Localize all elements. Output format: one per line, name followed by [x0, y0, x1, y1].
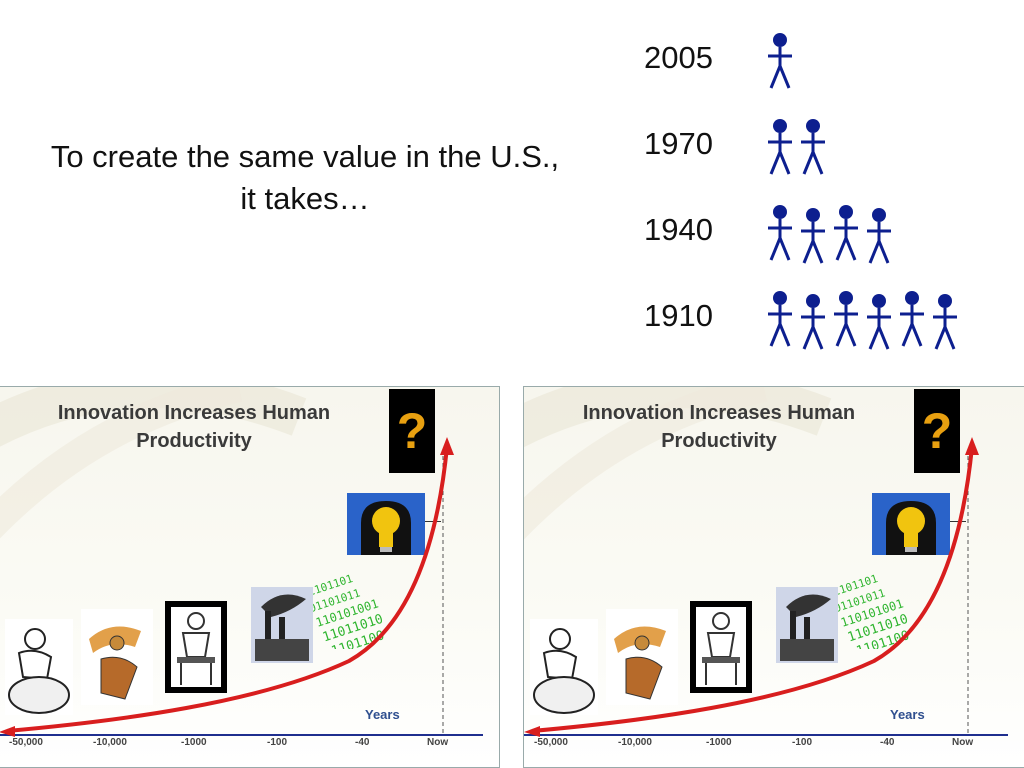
person-icon	[801, 119, 825, 175]
person-icon	[900, 291, 924, 347]
growth-chart	[524, 437, 1008, 737]
people-figures	[766, 204, 1024, 264]
person-icon	[768, 33, 792, 89]
binary-code-icon: 1101101 01101011 110101001 11011010 1101…	[311, 572, 386, 649]
tick-label: -1000	[181, 737, 207, 748]
intro-line-2: it takes…	[240, 181, 370, 216]
caveman-icon	[530, 619, 598, 715]
person-icon	[768, 205, 792, 261]
caveman-icon	[5, 619, 73, 715]
person-icon	[834, 291, 858, 347]
intro-line-1: To create the same value in the U.S.,	[50, 139, 560, 174]
farmer-icon	[81, 609, 153, 705]
growth-chart	[0, 437, 483, 737]
panel-title: Innovation Increases Human Productivity	[534, 399, 904, 455]
question-box: ?	[389, 389, 435, 473]
question-mark: ?	[396, 403, 428, 459]
tick-label: -100	[267, 737, 288, 748]
panel-title-line-2: Productivity	[661, 430, 777, 452]
year-label: 2005	[644, 40, 713, 75]
panel-title-line-1: Innovation Increases Human	[57, 402, 331, 424]
lightbulb-icon	[347, 493, 425, 555]
tick-label: -40	[880, 737, 895, 748]
people-figures	[766, 118, 1024, 178]
productivity-panel-left: Innovation Increases Human Productivity …	[0, 386, 500, 768]
scholar-icon	[690, 601, 752, 693]
panel-background	[0, 387, 307, 539]
farmer-icon	[606, 609, 678, 705]
people-figures	[766, 290, 1024, 350]
panel-title-line-1: Innovation Increases Human	[582, 402, 856, 424]
people-figures	[766, 32, 1024, 92]
factory-icon	[251, 587, 313, 663]
person-icon	[933, 294, 957, 350]
year-label: 1910	[644, 298, 713, 333]
factory-icon	[776, 587, 838, 663]
panel-title: Innovation Increases Human Productivity	[9, 399, 379, 455]
panel-background	[524, 387, 832, 540]
binary-code-icon: 1101101 01101011 110101001 11011010 1101…	[836, 572, 911, 649]
panel-title-line-2: Productivity	[136, 430, 252, 452]
tick-label: -1000	[706, 737, 732, 748]
year-label: 1970	[644, 126, 713, 161]
axis-label-years: Years	[890, 707, 925, 722]
tick-label: -40	[355, 737, 370, 748]
year-label: 1940	[644, 212, 713, 247]
tick-label: -50,000	[534, 737, 568, 748]
productivity-panel-right: Innovation Increases Human Productivity …	[523, 386, 1024, 768]
tick-label: -100	[792, 737, 813, 748]
person-icon	[834, 205, 858, 261]
lightbulb-icon	[872, 493, 950, 555]
tick-label: -50,000	[9, 737, 43, 748]
axis-label-years: Years	[365, 707, 400, 722]
question-box: ?	[914, 389, 960, 473]
person-icon	[801, 294, 825, 350]
tick-label: -10,000	[93, 737, 127, 748]
person-icon	[768, 119, 792, 175]
scholar-icon	[165, 601, 227, 693]
tick-label: Now	[952, 737, 974, 748]
person-icon	[867, 208, 891, 264]
person-icon	[867, 294, 891, 350]
person-icon	[801, 208, 825, 264]
person-icon	[768, 291, 792, 347]
question-mark: ?	[921, 403, 953, 459]
tick-label: -10,000	[618, 737, 652, 748]
tick-label: Now	[427, 737, 449, 748]
intro-text: To create the same value in the U.S., it…	[0, 136, 610, 220]
